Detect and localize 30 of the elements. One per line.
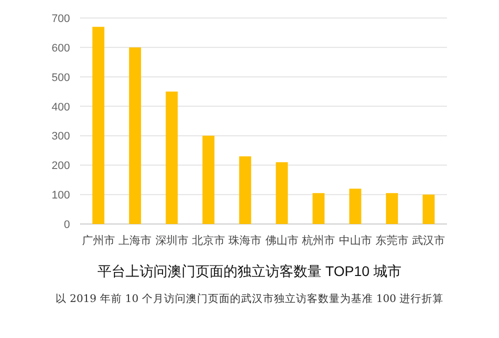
y-tick-label: 100 (52, 190, 70, 202)
bar (202, 136, 214, 224)
y-tick-label: 500 (52, 72, 70, 84)
bar (312, 193, 325, 224)
y-tick-label: 400 (52, 101, 70, 114)
bar (92, 26, 104, 224)
x-tick-label: 武汉市 (412, 234, 446, 247)
y-tick-label: 700 (52, 13, 70, 25)
y-tick-label: 200 (52, 160, 70, 172)
bar (422, 194, 435, 224)
x-tick-label: 广州市 (82, 234, 115, 247)
bar (166, 92, 178, 224)
bar (349, 188, 362, 224)
x-tick-label: 佛山市 (265, 234, 298, 247)
x-tick-label: 上海市 (118, 234, 152, 247)
bar (239, 156, 252, 224)
bar (386, 193, 398, 224)
x-tick-label: 中山市 (338, 234, 372, 247)
y-tick-label: 0 (64, 219, 70, 231)
y-tick-label: 600 (52, 42, 70, 54)
text: 平台上访问澳门页面的独立访客数量 TOP10 城市 (98, 263, 402, 279)
bar (129, 47, 142, 224)
x-tick-label: 珠海市 (228, 234, 262, 247)
y-tick-label: 300 (52, 130, 70, 143)
bar (276, 162, 288, 224)
x-tick-label: 北京市 (192, 234, 225, 247)
x-tick-label: 深圳市 (155, 234, 188, 247)
text: 以 2019 年前 10 个月访问澳门页面的武汉市独立访客数量为基准 100 进行折算 (55, 292, 444, 305)
x-tick-label: 杭州市 (301, 234, 336, 247)
x-tick-label: 东莞市 (375, 234, 408, 247)
